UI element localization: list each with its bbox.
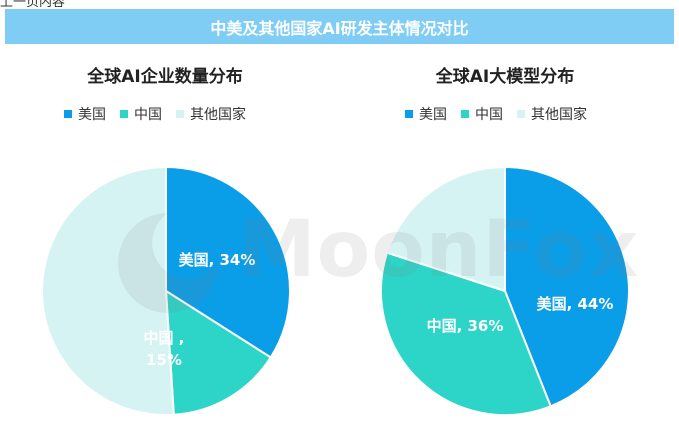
legend-swatch-other: [176, 110, 184, 118]
legend-item-china: 中国: [461, 104, 503, 124]
page-title: 中美及其他国家AI研发主体情况对比: [5, 9, 674, 44]
legend-swatch-china: [461, 110, 469, 118]
legend-right: 美国 中国 其他国家: [405, 104, 587, 124]
legend-label: 美国: [419, 107, 447, 123]
pie-data-label: 美国, 44%: [537, 295, 614, 313]
legend-swatch-us: [405, 110, 413, 118]
legend-item-china: 中国: [120, 104, 162, 124]
chart-title-left: 全球AI企业数量分布: [87, 67, 243, 87]
legend-item-us: 美国: [405, 104, 447, 124]
pie-data-label: 中国, 36%: [427, 317, 504, 335]
legend-swatch-china: [120, 110, 128, 118]
legend-label: 美国: [78, 107, 106, 123]
pie-data-label: 中国 , 15%: [144, 329, 185, 369]
pie-slice-us: [504, 165, 630, 408]
chart-title-right: 全球AI大模型分布: [435, 67, 575, 87]
legend-swatch-us: [64, 110, 72, 118]
watermark-text: MoonFox: [238, 205, 640, 295]
top-cutoff-text: 上一页内容: [0, 0, 679, 7]
legend-label: 中国: [475, 107, 503, 123]
legend-label: 其他国家: [190, 107, 246, 123]
legend-left: 美国 中国 其他国家: [64, 104, 246, 124]
pie-slice-china: [380, 251, 552, 416]
pie-slice-other: [40, 165, 175, 416]
moonfox-logo-icon: [118, 213, 218, 313]
pie-slice-other: [385, 165, 506, 293]
legend-item-other: 其他国家: [517, 104, 587, 124]
legend-label: 中国: [134, 107, 162, 123]
legend-swatch-other: [517, 110, 525, 118]
pie-slice-china: [164, 289, 273, 416]
legend-item-us: 美国: [64, 104, 106, 124]
pie-data-label: 美国, 34%: [179, 251, 256, 269]
legend-label: 其他国家: [531, 107, 587, 123]
moonfox-watermark: MoonFox: [108, 205, 638, 315]
legend-item-other: 其他国家: [176, 104, 246, 124]
